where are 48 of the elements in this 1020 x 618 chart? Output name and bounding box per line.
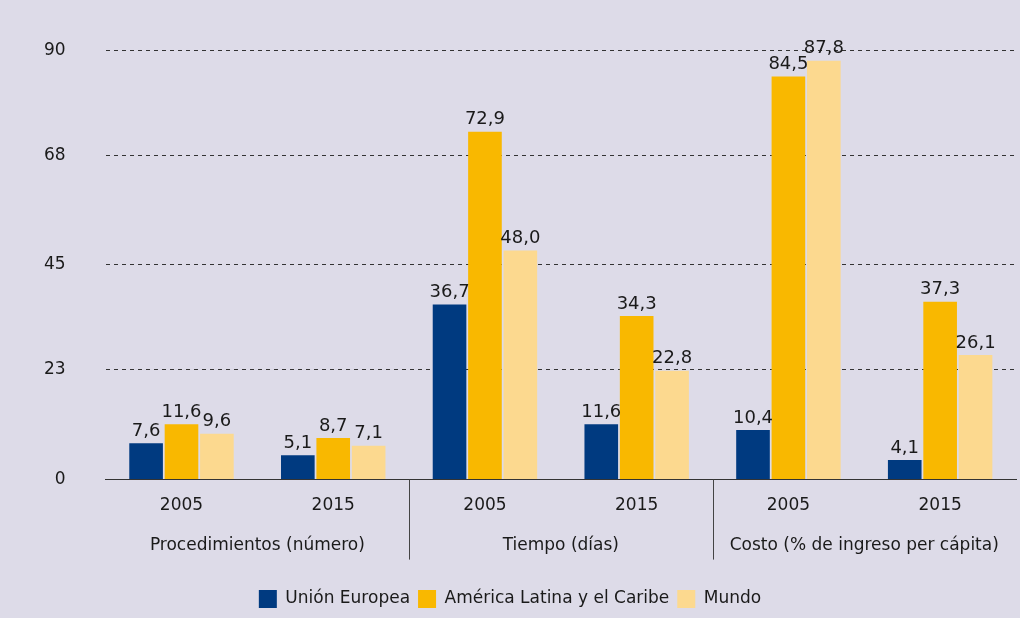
bar [129, 443, 163, 480]
bar [281, 455, 315, 480]
bar [468, 131, 502, 480]
y-tick-label: 23 [43, 358, 66, 379]
legend-label: Unión Europea [285, 587, 411, 608]
bar [887, 460, 922, 480]
data-label: 84,5 [768, 52, 809, 74]
x-tick-label: 2005 [159, 494, 204, 515]
data-label: 10,4 [732, 405, 774, 427]
data-label: 8,7 [318, 413, 348, 435]
data-label: 5,1 [283, 430, 313, 452]
data-label: 11,6 [161, 399, 202, 421]
bar [619, 315, 654, 480]
data-label: 34,3 [616, 291, 657, 313]
bar [503, 250, 538, 480]
data-label: 11,6 [581, 399, 622, 421]
legend-label: América Latina y el Caribe [444, 587, 670, 608]
data-label: 37,3 [920, 277, 961, 299]
bar [958, 355, 993, 480]
x-tick-label: 2005 [766, 494, 811, 515]
y-tick-label: 90 [43, 38, 66, 59]
data-label: 9,6 [202, 409, 232, 431]
legend-label: Mundo [703, 587, 762, 608]
text: Procedimientos (número) [149, 534, 365, 555]
y-tick-label: 0 [54, 468, 66, 489]
bar [316, 438, 351, 480]
bar [351, 445, 386, 480]
bar [432, 304, 467, 480]
bar [200, 433, 234, 480]
bar [164, 424, 199, 480]
data-label: 7,1 [354, 421, 383, 443]
text: Tiempo (días) [501, 534, 619, 555]
x-tick-label: 2005 [463, 494, 507, 515]
bar [807, 60, 841, 480]
x-tick-label: 2015 [615, 494, 659, 515]
data-label: 72,9 [464, 107, 505, 129]
text: Costo (% de ingreso per cápita) [729, 534, 999, 555]
bar [923, 301, 957, 480]
data-label: 4,1 [890, 435, 920, 457]
x-tick-label: 2015 [918, 494, 962, 515]
bar [736, 429, 770, 480]
bar [655, 370, 689, 480]
bar [771, 76, 806, 480]
y-tick-label: 45 [43, 253, 66, 274]
x-tick-label: 2015 [311, 494, 355, 515]
data-label: 7,6 [131, 419, 161, 441]
bar [584, 424, 619, 480]
y-tick-label: 68 [43, 143, 66, 164]
